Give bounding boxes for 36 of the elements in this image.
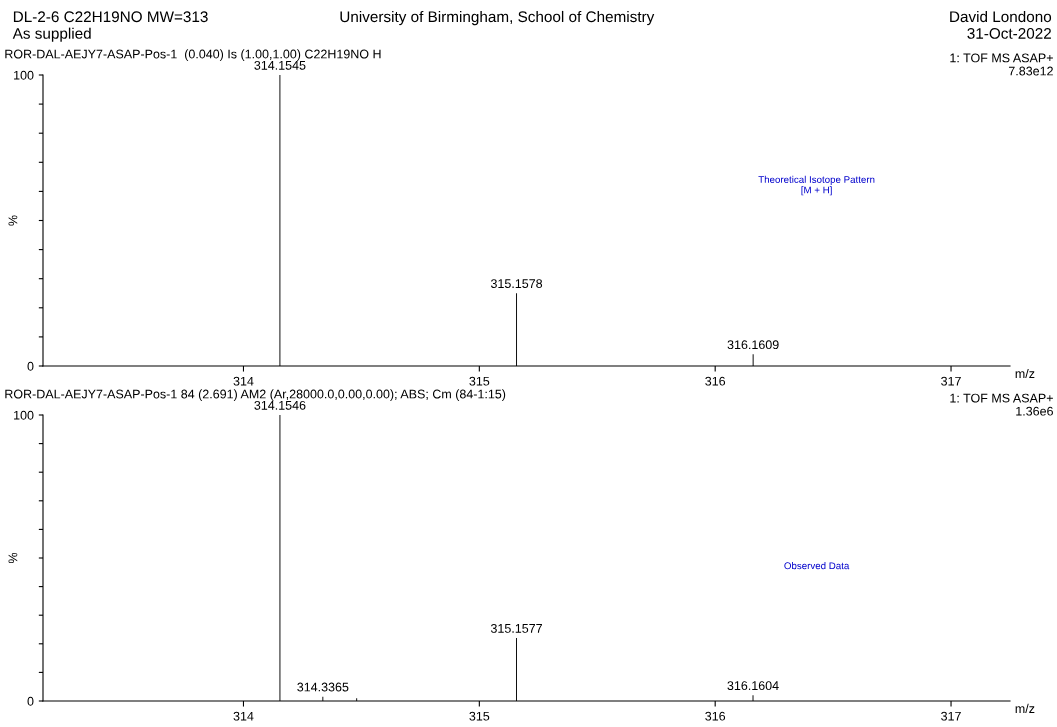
x-axis-title: m/z: [1015, 368, 1035, 379]
y-axis-title: %: [8, 215, 18, 226]
y-tick-label: 100: [14, 70, 34, 80]
text: DL-2-6 C22H19NO MW=313: [13, 11, 208, 23]
x-tick-label: 316: [705, 376, 726, 386]
annotation: 316.1609: [727, 340, 779, 350]
text: 1: TOF MS ASAP+: [950, 53, 1053, 63]
x-tick-label: 317: [941, 376, 961, 386]
annotation: 314.3365: [297, 682, 349, 692]
y-tick-label: 0: [27, 361, 34, 371]
y-tick-label: 100: [14, 410, 34, 420]
y-tick-label: 0: [27, 696, 34, 706]
annotation: 314.1546: [254, 400, 306, 410]
x-tick-label: 315: [469, 711, 490, 721]
x-axis-title: m/z: [1015, 703, 1035, 714]
annotation: Theoretical Isotope Pattern [M + H]: [758, 175, 875, 196]
text: University of Birmingham, School of Chemistry: [340, 10, 655, 26]
x-tick-label: 314: [233, 711, 254, 721]
text: As supplied: [12, 27, 91, 42]
annotation: 315.1577: [490, 623, 542, 633]
chart-title: ROR-DAL-AEJY7-ASAP-Pos-1 84 (2.691) AM2 (Ar,28000.0,0.00,0.00); ABS; Cm (84-1:15): [5, 389, 506, 401]
x-tick-label: 317: [941, 711, 961, 721]
annotation: 314.1545: [254, 60, 306, 70]
x-tick-label: 314: [233, 376, 254, 386]
text: 1.36e6: [1016, 406, 1053, 416]
y-axis-title: %: [8, 552, 18, 564]
text: David Londono: [950, 10, 1052, 23]
annotation: 315.1578: [490, 279, 543, 288]
chart-title: ROR-DAL-AEJY7-ASAP-Pos-1 (0.040) Is (1.00,1.00) C22H19NO H: [5, 49, 381, 61]
text: 1: TOF MS ASAP+: [950, 393, 1053, 403]
annotation: 7.83e12: [1008, 66, 1053, 76]
x-tick-label: 316: [705, 711, 726, 721]
annotation: 316.1604: [727, 681, 779, 691]
x-tick-label: 315: [469, 376, 490, 386]
annotation: Observed Data: [784, 562, 850, 570]
text: 31-Oct-2022: [967, 28, 1051, 39]
